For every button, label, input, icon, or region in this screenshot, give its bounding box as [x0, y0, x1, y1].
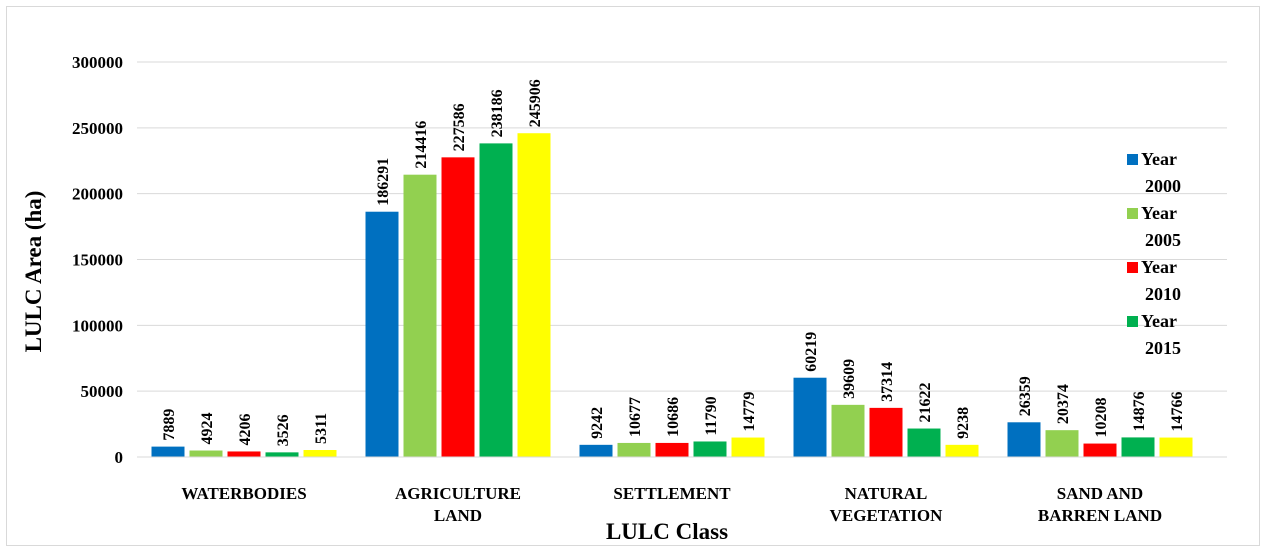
bar [945, 444, 979, 457]
bar [227, 451, 261, 457]
data-label: 186291 [375, 158, 392, 206]
y-tick-label: 100000 [72, 316, 123, 335]
x-category-label: NATURAL VEGETATION [830, 484, 943, 525]
data-label: 60219 [803, 332, 820, 372]
data-label: 39609 [841, 359, 858, 399]
data-label: 227586 [451, 103, 468, 151]
legend-entry: Year 2010 [1141, 257, 1181, 304]
data-labels: 7889 4924 4206 3526 5311 186291 214416 227586 23… [161, 79, 1186, 446]
data-label: 14766 [1169, 392, 1186, 432]
bar [1121, 437, 1155, 457]
data-label: 14779 [741, 392, 758, 432]
data-label: 214416 [413, 121, 430, 169]
legend-swatch [1127, 208, 1138, 219]
bar [617, 442, 651, 457]
legend-entry: Year 2005 [1141, 203, 1181, 250]
data-label: 245906 [527, 79, 544, 127]
bar [151, 446, 185, 457]
legend-swatch [1127, 316, 1138, 327]
data-label: 11790 [703, 396, 720, 435]
x-category-label: WATERBODIES [181, 484, 306, 503]
bar [907, 428, 941, 457]
y-tick-label: 0 [115, 448, 124, 467]
bar [1083, 443, 1117, 457]
legend-swatch [1127, 154, 1138, 165]
bar [1007, 422, 1041, 457]
data-label: 9242 [589, 407, 606, 439]
bars [151, 133, 1193, 458]
data-label: 4924 [199, 413, 216, 445]
gridlines [137, 61, 1227, 392]
data-label: 3526 [275, 414, 292, 446]
y-tick-label: 150000 [72, 251, 123, 270]
bar [579, 444, 613, 457]
bar [365, 211, 399, 457]
x-category-label: AGRICULTURE LAND [395, 484, 521, 525]
bar [441, 157, 475, 457]
y-axis-title: LULC Area (ha) [21, 191, 46, 353]
bar-chart: 0 50000 100000 150000 200000 250000 300000 788… [21, 53, 1227, 544]
bar [265, 452, 299, 457]
data-label: 238186 [489, 89, 506, 137]
data-label: 5311 [313, 413, 330, 444]
bar [1159, 437, 1193, 457]
y-tick-label: 250000 [72, 119, 123, 138]
bar [303, 450, 337, 457]
bar [693, 441, 727, 457]
data-label: 10686 [665, 397, 682, 437]
bar [403, 174, 437, 457]
bar [831, 404, 865, 457]
data-label: 10208 [1093, 398, 1110, 438]
bar [189, 450, 223, 457]
data-label: 14876 [1131, 391, 1148, 431]
y-tick-label: 300000 [72, 53, 123, 72]
bar [479, 143, 513, 457]
bar [793, 377, 827, 457]
y-axis-ticks: 0 50000 100000 150000 200000 250000 300000 [72, 53, 123, 467]
legend-entry: Year 2000 [1141, 149, 1181, 196]
data-label: 21622 [917, 383, 934, 423]
x-axis-title: LULC Class [606, 519, 728, 544]
bar [655, 442, 689, 457]
data-label: 10677 [627, 397, 644, 437]
legend-swatch [1127, 262, 1138, 273]
legend: Year 2000 Year 2005 Year 2010 Year 2015 [1127, 149, 1181, 358]
data-label: 20374 [1055, 384, 1072, 424]
data-label: 37314 [879, 362, 896, 402]
data-label: 26359 [1017, 376, 1034, 416]
bar [731, 437, 765, 457]
x-axis-categories: WATERBODIES AGRICULTURE LAND SETTLEMENT NATU… [181, 484, 1162, 525]
x-category-label: SETTLEMENT [613, 484, 731, 503]
y-tick-label: 50000 [81, 382, 124, 401]
bar [869, 407, 903, 457]
data-label: 9238 [955, 407, 972, 439]
bar [517, 133, 551, 458]
x-category-label: SAND AND BARREN LAND [1038, 484, 1162, 525]
y-tick-label: 200000 [72, 185, 123, 204]
data-label: 7889 [161, 409, 178, 441]
chart-frame: 0 50000 100000 150000 200000 250000 300000 788… [6, 6, 1260, 546]
data-label: 4206 [237, 413, 254, 445]
bar [1045, 430, 1079, 457]
legend-entry: Year 2015 [1141, 311, 1181, 358]
